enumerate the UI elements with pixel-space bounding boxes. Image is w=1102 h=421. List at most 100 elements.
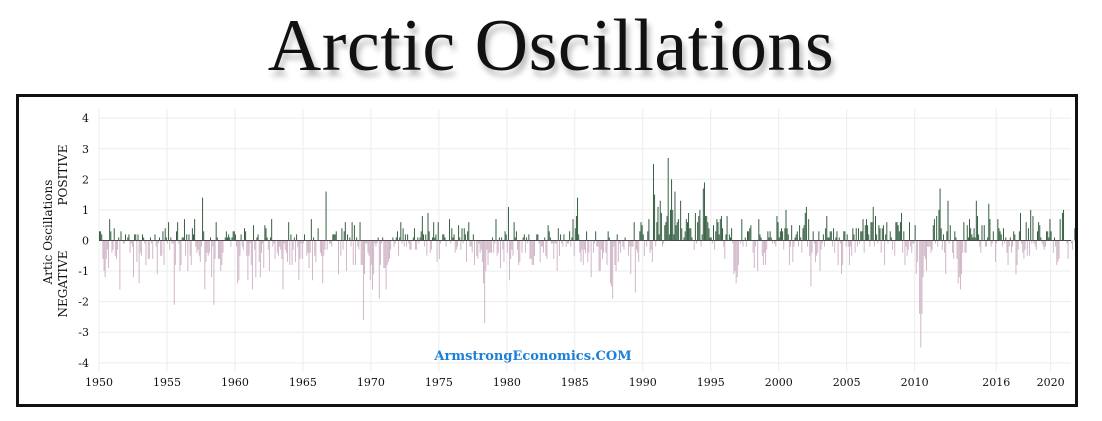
bar-positive <box>744 237 746 241</box>
bar-positive <box>402 228 404 241</box>
bar-negative <box>884 240 886 265</box>
bar-positive <box>149 237 151 241</box>
bar-positive <box>109 219 111 241</box>
bar-negative <box>543 240 545 253</box>
bar-positive <box>822 234 824 241</box>
bar-negative <box>605 240 607 253</box>
bar-negative <box>479 240 481 253</box>
bar-negative <box>821 240 823 244</box>
bar-negative <box>476 240 478 256</box>
bar-positive <box>304 234 306 241</box>
bar-positive <box>785 209 787 241</box>
bar-negative <box>502 240 504 250</box>
bar-positive <box>833 228 835 241</box>
bar-negative <box>873 240 875 247</box>
bar-negative <box>736 240 738 278</box>
bar-negative <box>436 240 438 262</box>
bar-negative <box>138 240 140 284</box>
bar-negative <box>140 240 142 256</box>
bar-negative <box>952 240 954 253</box>
bar-negative <box>466 240 468 262</box>
bar-positive <box>392 237 394 241</box>
bar-negative <box>1043 240 1045 250</box>
bar-negative <box>236 240 238 247</box>
bar-negative <box>242 240 244 250</box>
bar-negative <box>834 240 836 253</box>
bar-positive <box>382 237 384 241</box>
bar-positive <box>713 225 714 241</box>
bar-negative <box>539 240 541 262</box>
bar-positive <box>1047 231 1049 241</box>
bar-positive <box>449 219 451 241</box>
bar-negative <box>279 240 281 247</box>
bar-negative <box>506 240 508 253</box>
bar-positive <box>666 216 668 241</box>
bar-negative <box>438 240 440 259</box>
bar-positive <box>683 237 685 241</box>
bar-positive <box>464 234 466 241</box>
bar-positive <box>659 200 661 241</box>
bar-positive <box>514 237 516 241</box>
bar-negative <box>980 240 982 253</box>
bar-positive <box>463 228 465 241</box>
bar-negative <box>274 240 276 259</box>
bar-negative <box>603 240 605 253</box>
bar-negative <box>460 240 462 250</box>
bar-positive <box>231 237 233 241</box>
bar-negative <box>217 240 219 259</box>
bar-positive <box>992 231 994 241</box>
bar-positive <box>782 231 784 241</box>
bar-positive <box>709 237 711 241</box>
bar-negative <box>649 240 651 253</box>
bar-negative <box>161 240 163 256</box>
bar-positive <box>862 219 864 241</box>
bar-negative <box>386 240 388 265</box>
bar-positive <box>400 222 402 241</box>
bar-negative <box>816 240 818 256</box>
bar-positive <box>227 237 228 241</box>
bar-negative <box>810 240 812 287</box>
bar-positive <box>864 225 866 241</box>
bar-negative <box>196 240 198 253</box>
y-tick-label: -1 <box>78 265 89 278</box>
bar-positive <box>162 231 164 241</box>
bar-negative <box>529 240 531 259</box>
bar-positive <box>688 212 690 241</box>
bar-positive <box>1040 237 1042 241</box>
bar-positive <box>359 222 361 241</box>
bar-negative <box>220 240 222 272</box>
bar-negative <box>103 240 105 272</box>
bar-negative <box>817 240 819 253</box>
bar-positive <box>135 234 137 241</box>
bar-negative <box>904 240 906 265</box>
y-tick-label: 0 <box>82 235 89 248</box>
bar-negative <box>724 240 726 259</box>
bar-negative <box>473 240 475 265</box>
bar-negative <box>847 240 849 247</box>
bar-negative <box>1044 240 1046 247</box>
bar-positive <box>676 222 678 241</box>
bar-negative <box>959 240 961 290</box>
bar-positive <box>861 231 863 241</box>
x-tick-label: 2000 <box>765 376 793 389</box>
bar-positive <box>443 234 445 241</box>
bar-negative <box>131 240 133 247</box>
bar-negative <box>372 240 373 290</box>
bar-negative <box>488 240 490 253</box>
bar-negative <box>237 240 239 284</box>
bar-positive <box>334 234 336 241</box>
bar-negative <box>762 240 764 265</box>
bar-negative <box>761 240 763 256</box>
bar-negative <box>754 240 756 247</box>
bar-positive <box>224 237 226 241</box>
bar-negative <box>737 240 739 265</box>
bar-negative <box>979 240 981 247</box>
bar-negative <box>842 240 844 265</box>
bar-positive <box>125 234 127 241</box>
bar-positive <box>898 231 900 241</box>
bar-negative <box>613 240 615 247</box>
bar-positive <box>722 228 724 241</box>
bar-negative <box>585 240 586 253</box>
bar-positive <box>442 234 444 241</box>
bar-positive <box>1003 228 1004 241</box>
